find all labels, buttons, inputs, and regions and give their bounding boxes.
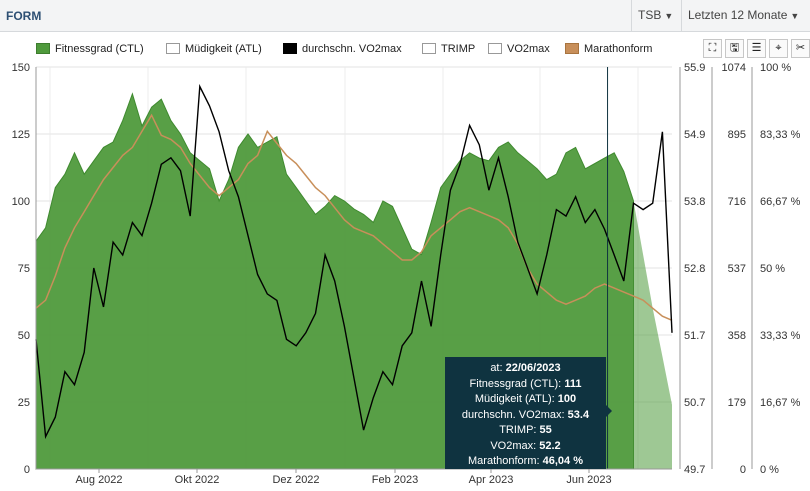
right-axis-tick: 895 bbox=[728, 129, 746, 141]
right-axis-tick: 33,33 % bbox=[760, 330, 801, 342]
legend-item-trimp[interactable]: TRIMP bbox=[422, 41, 475, 57]
widget-title: FORM bbox=[6, 9, 42, 23]
fullscreen-icon[interactable]: ⛶ bbox=[703, 39, 722, 58]
tooltip-value: 52.2 bbox=[539, 439, 561, 452]
tooltip-row: Marathonform: 46,04 % bbox=[451, 454, 600, 470]
tooltip-label: durchschn. VO2max: bbox=[461, 408, 565, 421]
x-axis-tick: Dez 2022 bbox=[272, 474, 319, 486]
tooltip-row: TRIMP: 55 bbox=[451, 423, 600, 439]
chart-axes: 0 25 50 75 100 125 150 49.7 50.7 51.7 52.8 53.8 54.9… bbox=[12, 62, 801, 486]
right-axis-tick: 0 bbox=[740, 464, 746, 476]
right-axis-tick: 50.7 bbox=[684, 397, 705, 409]
left-axis-tick: 50 bbox=[18, 330, 30, 342]
right-axis-tick: 54.9 bbox=[684, 129, 705, 141]
legend-swatch bbox=[166, 43, 180, 54]
tsb-dropdown[interactable]: TSB ▼ bbox=[631, 0, 681, 31]
right-axis-tick: 50 % bbox=[760, 263, 785, 275]
crop-icon[interactable]: ✂ bbox=[791, 39, 810, 58]
tooltip-arrow bbox=[606, 405, 612, 417]
right-axis-tick: 1074 bbox=[722, 62, 746, 74]
x-axis-tick: Okt 2022 bbox=[175, 474, 220, 486]
legend-label: Fitnessgrad (CTL) bbox=[55, 43, 144, 55]
legend-swatch bbox=[36, 43, 50, 54]
range-dropdown[interactable]: Letzten 12 Monate ▼ bbox=[681, 0, 810, 31]
legend-item-ctl[interactable]: Fitnessgrad (CTL) bbox=[36, 41, 144, 57]
series-area-ctl-projection bbox=[633, 201, 672, 469]
legend-swatch bbox=[565, 43, 579, 54]
left-axis-tick: 125 bbox=[12, 129, 30, 141]
right-axis-tick: 537 bbox=[728, 263, 746, 275]
left-axis-tick: 100 bbox=[12, 196, 30, 208]
legend-label: Müdigkeit (ATL) bbox=[185, 43, 262, 55]
right-axis-tick: 716 bbox=[728, 196, 746, 208]
tooltip-row: VO2max: 52.2 bbox=[451, 439, 600, 455]
legend-item-atl[interactable]: Müdigkeit (ATL) bbox=[166, 41, 262, 57]
right-axis-tick: 55.9 bbox=[684, 62, 705, 74]
right-axis-tick: 358 bbox=[728, 330, 746, 342]
legend-swatch bbox=[283, 43, 297, 54]
left-axis-tick: 150 bbox=[12, 62, 30, 74]
left-axis-tick: 75 bbox=[18, 263, 30, 275]
crosshair-icon[interactable]: ⌖ bbox=[769, 39, 788, 58]
tooltip-row: Fitnessgrad (CTL): 111 bbox=[451, 377, 600, 393]
tooltip-row: Müdigkeit (ATL): 100 bbox=[451, 392, 600, 408]
tooltip-row: durchschn. VO2max: 53.4 bbox=[451, 408, 600, 424]
save-icon[interactable]: 🖫 bbox=[725, 39, 744, 58]
tooltip-label: Marathonform: bbox=[468, 455, 540, 467]
left-axis-tick: 25 bbox=[18, 397, 30, 409]
tooltip-label: Müdigkeit (ATL): bbox=[474, 393, 555, 405]
tooltip-date: 22/06/2023 bbox=[505, 362, 561, 374]
right-axis-tick: 0 % bbox=[760, 464, 779, 476]
tooltip-label: Fitnessgrad (CTL): bbox=[469, 377, 562, 390]
right-axis-tick: 16,67 % bbox=[760, 397, 801, 409]
legend-label: TRIMP bbox=[441, 43, 476, 55]
tooltip-value: 53.4 bbox=[567, 408, 590, 421]
right-axis-tick: 49.7 bbox=[684, 464, 705, 476]
tooltip-label: VO2max: bbox=[490, 439, 537, 452]
series-line-marathonform bbox=[35, 113, 673, 321]
legend-label: Marathonform bbox=[584, 43, 653, 55]
legend-swatch bbox=[488, 43, 502, 54]
tooltip-date-label: at: bbox=[490, 362, 503, 374]
legend-label: durchschn. VO2max bbox=[302, 43, 402, 55]
right-axis-tick: 66,67 % bbox=[760, 196, 801, 208]
tooltip-value: 55 bbox=[539, 424, 552, 436]
right-axis-tick: 52.8 bbox=[684, 263, 705, 275]
tooltip-value: 111 bbox=[564, 377, 582, 390]
chart-tooltip: at: 22/06/2023 Fitnessgrad (CTL): 111 Mü… bbox=[445, 357, 612, 470]
legend-item-marathonform[interactable]: Marathonform bbox=[565, 41, 652, 57]
range-dropdown-label: Letzten 12 Monate bbox=[688, 8, 788, 22]
tooltip-value: 100 bbox=[557, 393, 577, 405]
legend-swatch bbox=[422, 43, 436, 54]
x-axis-tick: Jun 2023 bbox=[566, 474, 611, 486]
right-axis-tick: 179 bbox=[728, 397, 746, 409]
tooltip-date-row: at: 22/06/2023 bbox=[451, 361, 600, 377]
x-axis-tick: Apr 2023 bbox=[469, 474, 514, 486]
x-axis-tick: Aug 2022 bbox=[75, 474, 122, 486]
chevron-down-icon: ▼ bbox=[664, 11, 674, 21]
legend-item-avg-vo2max[interactable]: durchschn. VO2max bbox=[283, 41, 402, 57]
legend-item-vo2max[interactable]: VO2max bbox=[488, 41, 550, 57]
legend-label: VO2max bbox=[507, 43, 550, 55]
right-axis-tick: 51.7 bbox=[684, 330, 705, 342]
list-icon[interactable]: ☰ bbox=[747, 39, 766, 58]
chevron-down-icon: ▼ bbox=[790, 11, 800, 21]
tooltip-label: TRIMP: bbox=[499, 424, 537, 436]
tooltip-value: 46,04 % bbox=[542, 455, 583, 467]
widget-header: FORM TSB ▼ Letzten 12 Monate ▼ bbox=[0, 0, 810, 32]
right-axis-tick: 100 % bbox=[760, 62, 791, 74]
left-axis-tick: 0 bbox=[24, 464, 30, 476]
right-axis-tick: 53.8 bbox=[684, 196, 705, 208]
x-axis-tick: Feb 2023 bbox=[372, 474, 418, 486]
tsb-dropdown-label: TSB bbox=[638, 8, 662, 22]
right-axis-tick: 83,33 % bbox=[760, 129, 801, 141]
